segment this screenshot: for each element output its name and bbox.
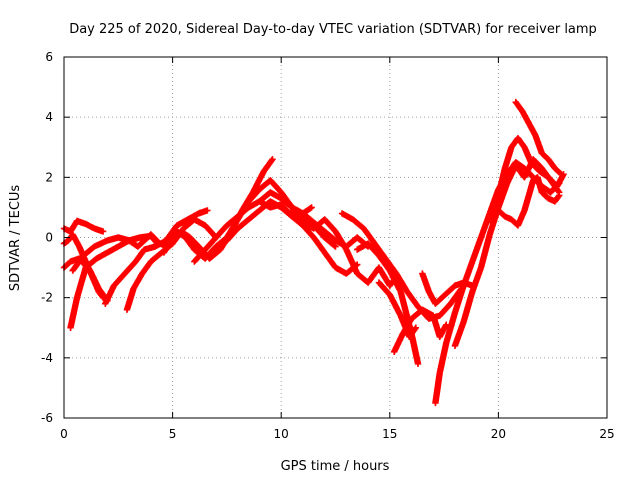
grid-layer [64, 57, 607, 418]
y-axis-title: SDTVAR / TECUs [8, 185, 23, 292]
series-trace [513, 100, 564, 177]
data-series-arc-21 [488, 135, 567, 226]
series-trace [62, 218, 106, 235]
series-trace [452, 157, 562, 348]
series-trace [289, 208, 399, 288]
y-tick-label: -2 [41, 291, 53, 305]
series-trace [489, 136, 567, 225]
data-series-arc-1 [60, 217, 107, 235]
data-series-arc-5 [69, 231, 172, 274]
chart-title: Day 225 of 2020, Sidereal Day-to-day VTE… [69, 22, 597, 37]
series-layer [60, 98, 567, 407]
y-tick-label: 0 [45, 231, 53, 245]
x-tick-label: 5 [169, 427, 177, 441]
data-series-arc-13 [288, 207, 400, 289]
data-series-arc-12 [256, 198, 372, 250]
y-tick-label: 4 [45, 110, 53, 124]
data-series-arc-17 [390, 306, 450, 356]
x-tick-label: 0 [60, 427, 68, 441]
data-series-arc-3 [60, 255, 111, 304]
series-trace [102, 207, 210, 306]
series-trace [391, 307, 449, 354]
data-series-arc-20 [451, 156, 563, 349]
series-trace [70, 232, 171, 273]
series-trace [496, 174, 562, 228]
x-tick-label: 25 [599, 427, 614, 441]
ticks-layer: 0 5 10 15 20 25 -6 -4 -2 0 2 4 6 [41, 50, 615, 441]
x-axis-title: GPS time / hours [281, 459, 390, 474]
data-series-arc-23 [512, 98, 565, 178]
x-tick-label: 20 [491, 427, 506, 441]
x-tick-label: 15 [382, 427, 397, 441]
y-tick-label: 6 [45, 50, 53, 64]
series-trace [61, 255, 110, 303]
x-tick-label: 10 [274, 427, 289, 441]
data-series-arc-22 [495, 174, 563, 229]
y-tick-label: 2 [45, 170, 53, 184]
y-tick-label: -4 [41, 351, 53, 365]
y-tick-label: -6 [41, 411, 53, 425]
